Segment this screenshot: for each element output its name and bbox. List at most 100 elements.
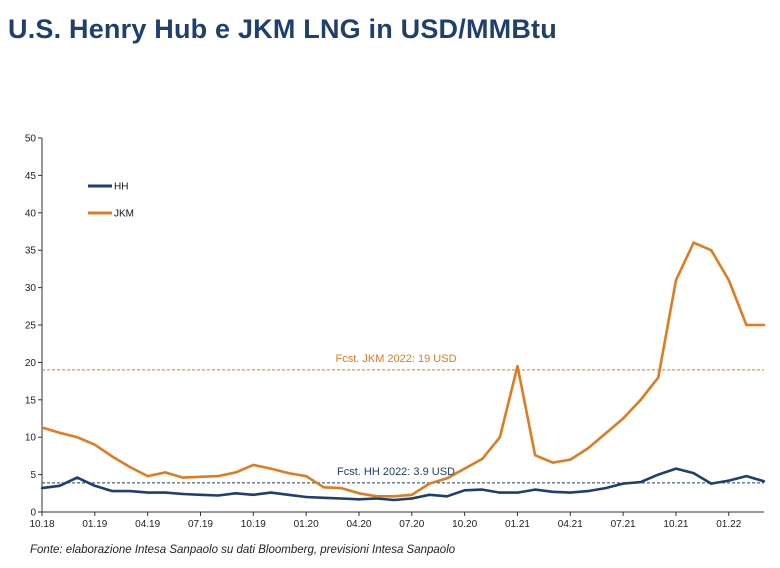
- data-point-jkm: [727, 278, 730, 282]
- data-point-hh: [181, 492, 185, 496]
- data-point-jkm: [375, 495, 378, 498]
- data-point-jkm: [586, 447, 590, 450]
- x-tick-label: 01.19: [82, 519, 107, 530]
- legend-label: HH: [114, 182, 128, 193]
- x-tick-label: 01.22: [716, 519, 741, 530]
- x-tick-label: 10.20: [452, 519, 477, 530]
- data-point-jkm: [340, 486, 343, 490]
- data-point-hh: [639, 480, 642, 484]
- x-tick-label: 07.19: [188, 519, 213, 530]
- x-tick-label: 07.20: [399, 519, 424, 530]
- y-tick-label: 25: [25, 321, 37, 332]
- data-point-jkm: [428, 482, 431, 485]
- x-tick-label: 04.21: [558, 519, 583, 530]
- forecast-lines: [42, 369, 764, 484]
- chart-title: U.S. Henry Hub e JKM LNG in USD/MMBtu: [8, 14, 557, 44]
- data-point-jkm: [745, 323, 748, 327]
- data-point-jkm: [234, 471, 237, 474]
- x-tick-label: 10.18: [29, 519, 54, 530]
- data-point-jkm: [551, 461, 554, 464]
- data-point-hh: [481, 488, 484, 491]
- data-point-jkm: [128, 465, 132, 469]
- data-point-hh: [58, 484, 61, 487]
- x-tick-label: 04.19: [135, 519, 160, 530]
- series-line-hh: [41, 467, 765, 502]
- data-point-jkm: [111, 455, 114, 458]
- data-point-jkm: [269, 467, 273, 470]
- data-point-jkm: [657, 376, 660, 379]
- data-point-jkm: [621, 417, 625, 420]
- data-point-jkm: [481, 457, 484, 461]
- y-tick-label: 35: [25, 246, 37, 257]
- y-tick-label: 10: [25, 433, 37, 444]
- data-point-hh: [533, 488, 537, 491]
- data-point-hh: [586, 489, 590, 493]
- data-point-hh: [93, 484, 97, 487]
- data-point-jkm: [445, 477, 449, 480]
- data-point-hh: [710, 482, 713, 485]
- x-tick-label: 01.21: [505, 519, 530, 530]
- data-point-hh: [146, 491, 149, 494]
- data-point-hh: [164, 491, 167, 494]
- y-tick-label: 20: [25, 358, 37, 369]
- data-point-jkm: [516, 364, 519, 368]
- data-point-hh: [111, 489, 114, 493]
- y-tick-label: 30: [25, 283, 37, 294]
- forecast-label: Fcst. HH 2022: 3.9 USD: [337, 466, 455, 478]
- data-point-hh: [498, 491, 502, 494]
- x-tick-label: 04.20: [346, 519, 371, 530]
- data-point-hh: [216, 494, 220, 497]
- data-point-hh: [657, 473, 660, 476]
- data-point-hh: [322, 496, 325, 499]
- data-point-hh: [234, 492, 237, 495]
- data-point-jkm: [287, 471, 290, 475]
- data-point-jkm: [40, 426, 44, 429]
- data-point-jkm: [322, 486, 325, 489]
- data-point-hh: [40, 486, 44, 490]
- data-point-hh: [551, 490, 554, 493]
- data-point-jkm: [692, 241, 695, 244]
- data-point-jkm: [146, 474, 149, 478]
- data-point-jkm: [569, 458, 572, 461]
- data-point-jkm: [216, 474, 220, 478]
- data-point-hh: [745, 474, 748, 478]
- data-point-jkm: [164, 471, 167, 474]
- data-point-hh: [393, 498, 396, 502]
- data-point-jkm: [181, 476, 185, 479]
- data-point-jkm: [604, 432, 607, 435]
- source-note: Fonte: elaborazione Intesa Sanpaolo su d…: [30, 544, 456, 556]
- data-point-jkm: [410, 493, 413, 496]
- data-point-hh: [674, 467, 678, 470]
- forecast-label: Fcst. JKM 2022: 19 USD: [335, 353, 456, 365]
- data-point-jkm: [357, 492, 361, 495]
- x-tick-label: 07.21: [611, 519, 636, 530]
- y-tick-label: 45: [25, 171, 37, 182]
- data-point-hh: [428, 493, 431, 496]
- data-point-hh: [340, 497, 343, 500]
- data-point-jkm: [498, 436, 502, 439]
- data-point-hh: [199, 493, 202, 496]
- series-group: [40, 241, 766, 502]
- data-point-hh: [621, 482, 625, 485]
- data-point-jkm: [199, 475, 202, 478]
- y-tick-label: 50: [25, 134, 37, 145]
- data-point-hh: [304, 495, 308, 499]
- data-point-jkm: [533, 454, 537, 457]
- data-point-jkm: [252, 463, 255, 467]
- data-point-hh: [252, 493, 255, 496]
- forecast-labels: Fcst. JKM 2022: 19 USD Fcst. HH 2022: 3.9…: [335, 353, 456, 478]
- y-tick-label: 0: [30, 508, 36, 519]
- data-point-hh: [76, 476, 79, 479]
- series-line-jkm: [41, 241, 764, 498]
- data-point-hh: [128, 489, 132, 493]
- data-point-jkm: [76, 436, 79, 439]
- legend: HH JKM: [88, 182, 134, 220]
- y-tick-label: 40: [25, 208, 37, 219]
- data-point-hh: [287, 493, 290, 496]
- data-point-hh: [569, 491, 572, 494]
- data-point-hh: [463, 489, 466, 492]
- data-point-hh: [375, 497, 378, 500]
- data-point-hh: [445, 495, 449, 498]
- data-point-hh: [762, 480, 766, 483]
